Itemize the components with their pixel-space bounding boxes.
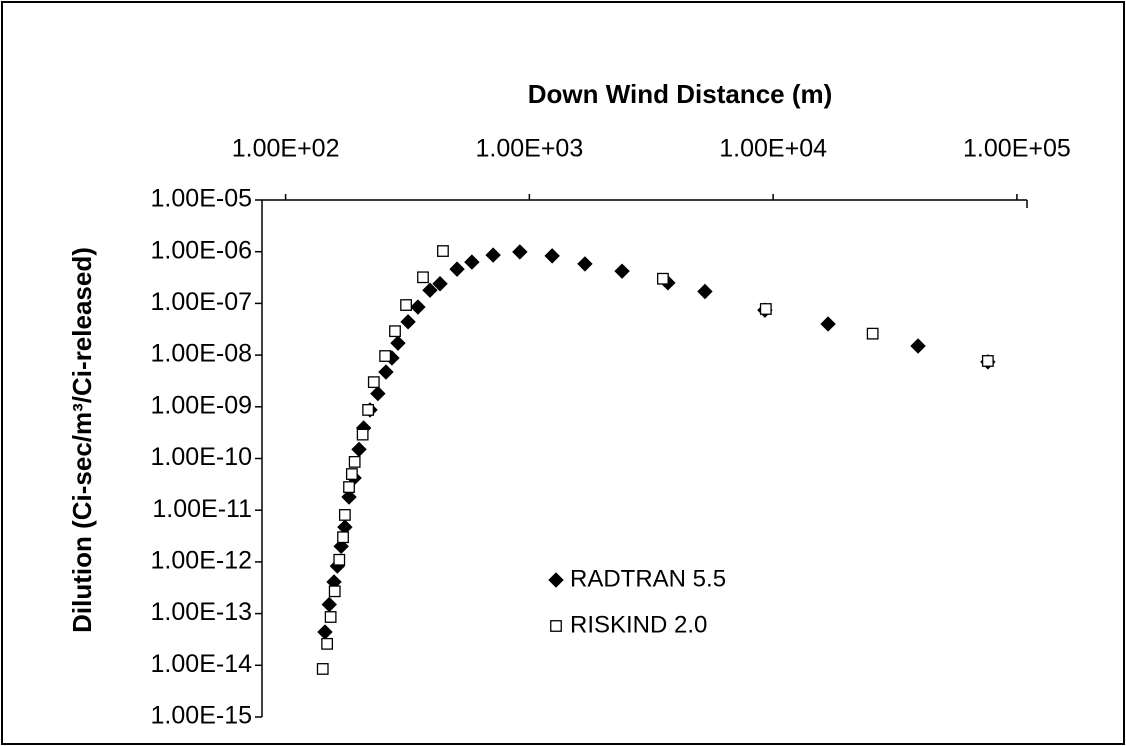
y-tick-label: 1.00E-09 [151, 391, 252, 419]
x-tick-label: 1.00E+03 [476, 135, 584, 163]
data-point [417, 271, 429, 284]
data-point [316, 663, 329, 675]
data-point [337, 531, 349, 544]
legend-label: RADTRAN 5.5 [570, 565, 726, 592]
data-point [981, 355, 994, 367]
data-point [370, 385, 386, 402]
y-tick-label: 1.00E-06 [151, 236, 252, 264]
data-point [449, 261, 465, 277]
data-point [910, 338, 926, 354]
data-point [422, 282, 438, 298]
x-tick-label: 1.00E+02 [232, 135, 340, 163]
data-point [345, 468, 358, 480]
legend-label: RISKIND 2.0 [570, 611, 707, 638]
data-point [367, 376, 380, 389]
data-point [341, 489, 357, 505]
data-point [759, 303, 772, 315]
data-point [437, 245, 449, 257]
y-tick-label: 1.00E-12 [151, 547, 252, 575]
y-tick-label: 1.00E-13 [151, 598, 252, 626]
data-point [485, 247, 501, 263]
data-point [348, 455, 361, 468]
y-tick-label: 1.00E-14 [151, 650, 253, 678]
data-point [324, 611, 337, 623]
data-point [400, 314, 416, 330]
data-point [820, 316, 836, 332]
data-point [432, 276, 448, 292]
data-point [378, 364, 394, 380]
data-point [512, 244, 528, 260]
data-point [356, 428, 369, 441]
data-point [464, 254, 480, 270]
data-point [328, 585, 341, 598]
x-axis-title: Down Wind Distance (m) [528, 79, 833, 109]
data-point [389, 325, 401, 338]
y-tick-label: 1.00E-11 [152, 495, 252, 523]
data-point [697, 283, 713, 300]
y-tick-label: 1.00E-08 [151, 340, 252, 368]
y-tick-label: 1.00E-10 [151, 443, 252, 471]
y-tick-label: 1.00E-07 [151, 288, 252, 316]
data-point [362, 404, 375, 416]
y-axis-title: Dilution (Ci-sec/m³/Ci-released) [67, 247, 97, 633]
data-point [614, 263, 630, 279]
data-point [321, 637, 334, 650]
x-tick-label: 1.00E+05 [963, 135, 1071, 163]
data-point [390, 335, 406, 351]
data-point [410, 299, 426, 315]
data-point [866, 327, 879, 340]
data-point [333, 553, 346, 566]
x-tick-label: 1.00E+04 [719, 135, 827, 163]
data-point [544, 248, 560, 264]
legend-marker [548, 572, 564, 588]
data-point [338, 509, 351, 521]
data-point [577, 256, 593, 272]
data-point [379, 350, 392, 362]
data-point [400, 299, 412, 311]
y-tick-label: 1.00E-15 [151, 702, 252, 730]
data-point [343, 481, 355, 493]
y-tick-label: 1.00E-05 [151, 185, 252, 213]
legend-marker [550, 620, 562, 632]
data-point [657, 272, 669, 285]
